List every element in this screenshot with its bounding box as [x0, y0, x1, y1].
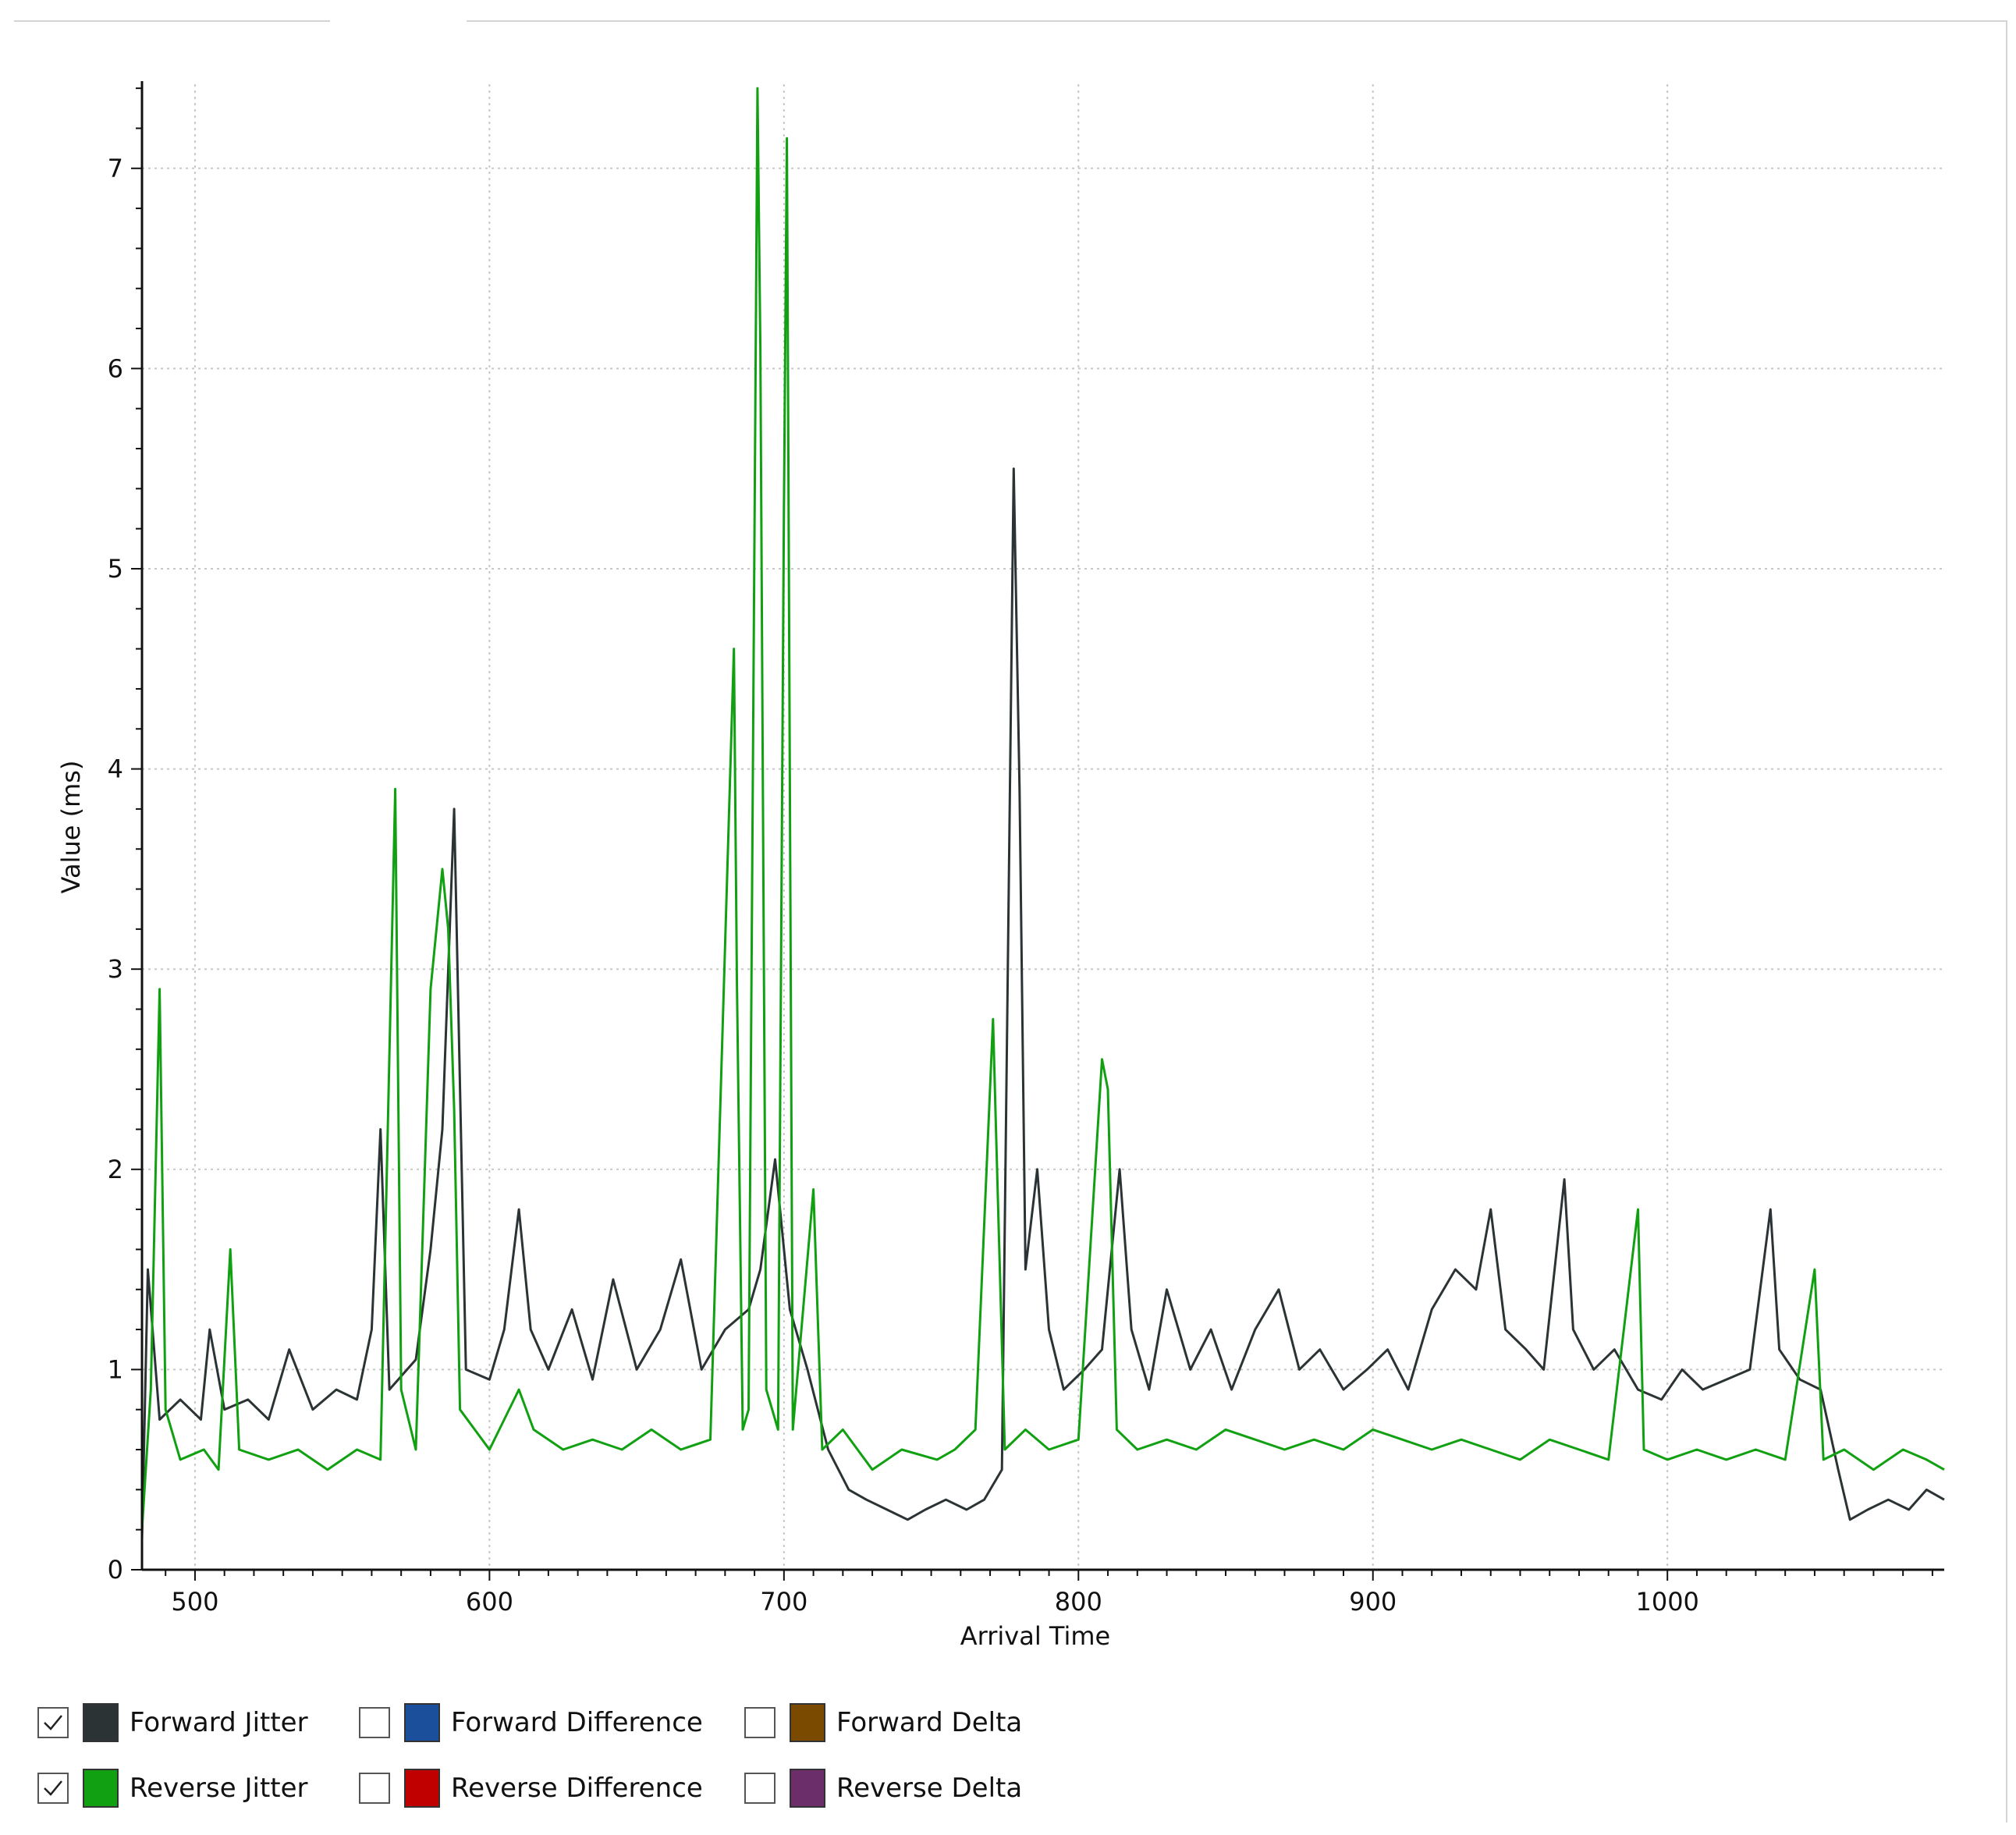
y-axis-label: Value (ms): [56, 761, 86, 894]
forward-difference-color-swatch: [404, 1703, 440, 1742]
reverse-jitter-color-swatch: [83, 1769, 119, 1808]
legend-item-reverse-delta[interactable]: Reverse Delta: [744, 1766, 1022, 1810]
series-line-reverse-jitter: [140, 87, 1945, 1530]
y-tick-label: 3: [108, 954, 123, 984]
reverse-delta-checkbox[interactable]: [744, 1773, 776, 1804]
window-frame-top-left: [14, 20, 330, 22]
grid-lines: [142, 84, 1944, 1570]
x-tick-label: 900: [1349, 1587, 1397, 1617]
legend-item-forward-jitter[interactable]: Forward Jitter: [37, 1701, 308, 1744]
graph-legend: Forward Jitter Forward Difference Forwar…: [37, 1685, 1130, 1826]
forward-delta-checkbox[interactable]: [744, 1707, 776, 1738]
window-frame-top-right: [467, 20, 2007, 22]
series-lines: [140, 87, 1945, 1540]
x-tick-label: 700: [760, 1587, 807, 1617]
x-tick-label: 1000: [1635, 1587, 1698, 1617]
x-tick-label: 600: [466, 1587, 513, 1617]
series-line-forward-jitter: [140, 467, 1945, 1540]
legend-label: Forward Delta: [836, 1707, 1023, 1738]
legend-item-forward-difference[interactable]: Forward Difference: [359, 1701, 703, 1744]
forward-difference-checkbox[interactable]: [359, 1707, 390, 1738]
reverse-difference-checkbox[interactable]: [359, 1773, 390, 1804]
x-tick-label: 500: [171, 1587, 218, 1617]
legend-label: Reverse Delta: [836, 1773, 1023, 1804]
x-axis-label: Arrival Time: [960, 1621, 1110, 1651]
jitter-graph[interactable]: 500 600 700 800 900 1000 0 1 2 3 4 5 6 7 Arrival Time…: [0, 0, 2016, 1670]
legend-label: Forward Jitter: [130, 1707, 308, 1738]
forward-jitter-color-swatch: [83, 1703, 119, 1742]
y-tick-label: 6: [108, 353, 123, 383]
legend-item-reverse-difference[interactable]: Reverse Difference: [359, 1766, 703, 1810]
reverse-difference-color-swatch: [404, 1769, 440, 1808]
checkmark-icon: [44, 1780, 62, 1796]
axis-ticks: 500 600 700 800 900 1000 0 1 2 3 4 5 6 7: [108, 87, 1933, 1617]
reverse-delta-color-swatch: [790, 1769, 825, 1808]
y-tick-label: 5: [108, 554, 123, 584]
x-tick-label: 800: [1055, 1587, 1102, 1617]
legend-label: Forward Difference: [451, 1707, 703, 1738]
legend-label: Reverse Difference: [451, 1773, 703, 1804]
legend-item-reverse-jitter[interactable]: Reverse Jitter: [37, 1766, 308, 1810]
legend-item-forward-delta[interactable]: Forward Delta: [744, 1701, 1022, 1744]
forward-delta-color-swatch: [790, 1703, 825, 1742]
axes: [140, 81, 1944, 1571]
checkmark-icon: [44, 1715, 62, 1730]
y-tick-label: 0: [108, 1555, 123, 1585]
forward-jitter-checkbox[interactable]: [37, 1707, 69, 1738]
y-tick-label: 4: [108, 754, 123, 784]
reverse-jitter-checkbox[interactable]: [37, 1773, 69, 1804]
y-tick-label: 2: [108, 1155, 123, 1184]
legend-label: Reverse Jitter: [130, 1773, 308, 1804]
y-tick-label: 1: [108, 1354, 123, 1384]
window-frame-right: [2006, 20, 2007, 1823]
y-tick-label: 7: [108, 154, 123, 183]
